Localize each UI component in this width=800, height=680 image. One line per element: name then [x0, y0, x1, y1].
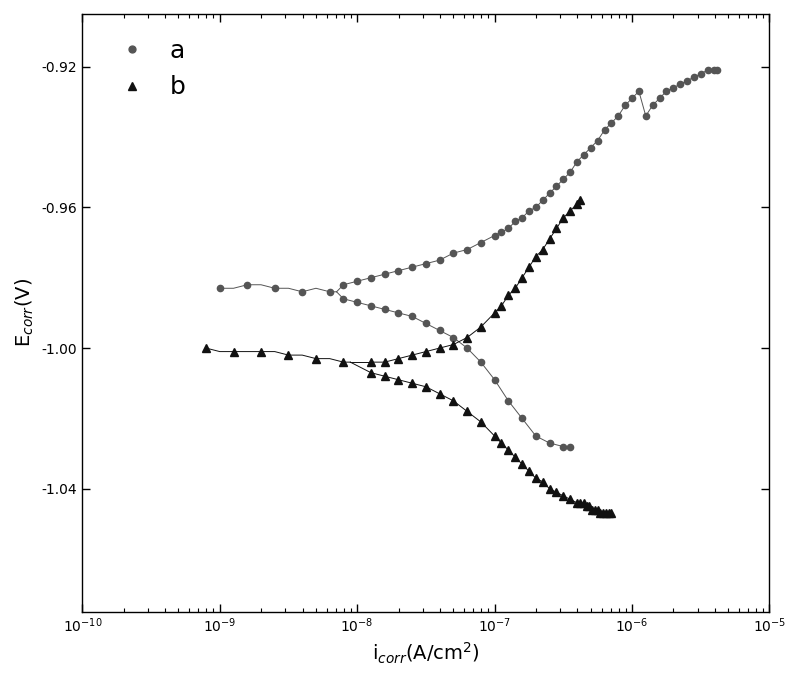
- a: [552, 182, 562, 190]
- a: [518, 214, 527, 222]
- b: [575, 197, 585, 205]
- a: [449, 249, 458, 257]
- a: [600, 126, 610, 134]
- a: [579, 150, 589, 158]
- b: [524, 263, 534, 271]
- a: [634, 87, 644, 95]
- a: [490, 231, 499, 239]
- b: [572, 200, 582, 208]
- a: [558, 175, 568, 184]
- b: [394, 354, 403, 362]
- b: [462, 333, 472, 341]
- a: [380, 270, 390, 278]
- b: [510, 284, 520, 292]
- a: [662, 87, 671, 95]
- b: [545, 235, 554, 243]
- a: [497, 228, 506, 236]
- b: [421, 347, 430, 356]
- Y-axis label: E$_{corr}$(V): E$_{corr}$(V): [14, 278, 36, 347]
- b: [503, 291, 513, 299]
- a: [394, 267, 403, 275]
- Line: a: a: [340, 67, 720, 288]
- a: [572, 158, 582, 166]
- b: [497, 302, 506, 310]
- b: [380, 358, 390, 367]
- a: [606, 119, 616, 127]
- b: [531, 252, 541, 260]
- a: [654, 95, 664, 103]
- a: [586, 143, 595, 152]
- b: [476, 323, 486, 331]
- a: [648, 101, 658, 109]
- a: [476, 239, 486, 247]
- a: [682, 77, 692, 85]
- b: [449, 341, 458, 349]
- b: [435, 344, 445, 352]
- a: [710, 66, 719, 74]
- b: [518, 273, 527, 282]
- b: [366, 358, 376, 367]
- b: [566, 207, 575, 215]
- a: [366, 273, 376, 282]
- a: [531, 203, 541, 211]
- b: [538, 245, 547, 254]
- a: [545, 189, 554, 197]
- a: [620, 101, 630, 109]
- a: [593, 137, 602, 145]
- b: [558, 214, 568, 222]
- b: [407, 351, 417, 359]
- a: [352, 277, 362, 286]
- a: [696, 69, 706, 78]
- a: [421, 260, 430, 268]
- a: [407, 263, 417, 271]
- a: [669, 84, 678, 92]
- a: [435, 256, 445, 265]
- a: [702, 66, 712, 74]
- a: [338, 281, 348, 289]
- a: [627, 95, 637, 103]
- b: [490, 309, 499, 317]
- a: [503, 224, 513, 233]
- b: [552, 224, 562, 233]
- a: [462, 245, 472, 254]
- a: [713, 66, 722, 74]
- a: [689, 73, 698, 82]
- a: [675, 80, 685, 88]
- a: [538, 197, 547, 205]
- a: [510, 218, 520, 226]
- a: [524, 207, 534, 215]
- X-axis label: i$_{corr}$(A/cm$^2$): i$_{corr}$(A/cm$^2$): [372, 641, 480, 666]
- a: [641, 112, 650, 120]
- a: [566, 168, 575, 176]
- Legend: a, b: a, b: [95, 27, 198, 112]
- a: [614, 112, 623, 120]
- Line: b: b: [367, 197, 584, 366]
